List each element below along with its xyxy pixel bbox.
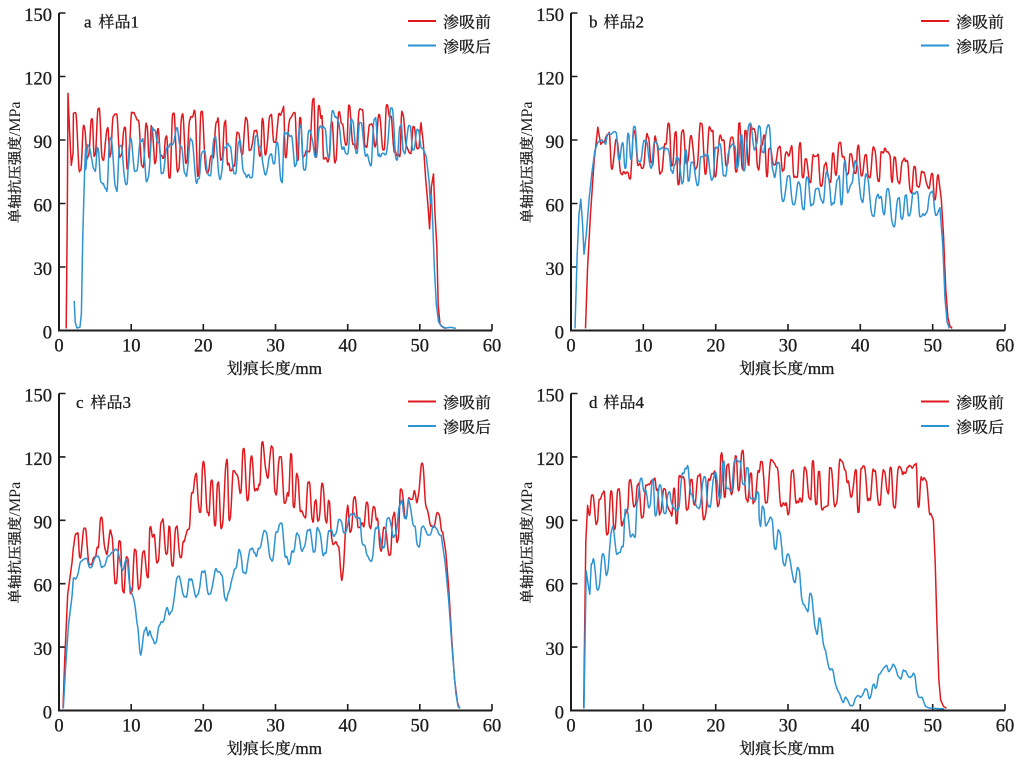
svg-text:/mm: /mm: [803, 739, 834, 758]
svg-text:60: 60: [546, 577, 565, 597]
svg-text:b: b: [589, 13, 598, 32]
svg-text:40: 40: [338, 337, 357, 357]
svg-text:30: 30: [34, 640, 53, 660]
svg-text:120: 120: [24, 450, 52, 470]
svg-text:90: 90: [34, 513, 53, 533]
svg-text:30: 30: [546, 260, 565, 280]
svg-text:/MPa: /MPa: [7, 482, 24, 517]
svg-text:10: 10: [634, 337, 653, 357]
svg-text:30: 30: [779, 337, 798, 357]
svg-text:30: 30: [266, 717, 285, 737]
svg-text:/mm: /mm: [291, 359, 322, 378]
svg-text:3: 3: [123, 393, 132, 412]
svg-text:120: 120: [536, 450, 564, 470]
svg-text:40: 40: [851, 337, 870, 357]
svg-text:120: 120: [536, 70, 564, 90]
svg-text:60: 60: [483, 717, 502, 737]
svg-text:10: 10: [122, 337, 141, 357]
svg-text:90: 90: [546, 133, 565, 153]
svg-text:0: 0: [54, 337, 63, 357]
svg-text:60: 60: [483, 337, 502, 357]
svg-text:50: 50: [923, 717, 942, 737]
svg-text:d: d: [589, 393, 598, 412]
svg-text:120: 120: [24, 70, 52, 90]
svg-text:60: 60: [996, 337, 1015, 357]
svg-text:/mm: /mm: [291, 739, 322, 758]
svg-text:0: 0: [566, 337, 575, 357]
svg-text:0: 0: [555, 324, 564, 344]
svg-text:/MPa: /MPa: [7, 102, 24, 137]
svg-text:50: 50: [411, 717, 430, 737]
svg-text:60: 60: [996, 717, 1015, 737]
svg-text:0: 0: [566, 717, 575, 737]
svg-text:50: 50: [923, 337, 942, 357]
svg-text:0: 0: [43, 324, 52, 344]
svg-text:20: 20: [194, 337, 213, 357]
svg-text:2: 2: [636, 13, 645, 32]
svg-text:1: 1: [131, 13, 140, 32]
svg-text:/MPa: /MPa: [519, 102, 536, 137]
svg-text:60: 60: [34, 577, 53, 597]
svg-text:0: 0: [43, 704, 52, 724]
svg-text:/mm: /mm: [803, 359, 834, 378]
svg-text:40: 40: [338, 717, 357, 737]
svg-text:90: 90: [546, 513, 565, 533]
svg-text:60: 60: [546, 197, 565, 217]
svg-text:20: 20: [194, 717, 213, 737]
svg-text:30: 30: [34, 260, 53, 280]
svg-text:30: 30: [546, 640, 565, 660]
svg-text:150: 150: [536, 387, 564, 407]
svg-text:/MPa: /MPa: [519, 482, 536, 517]
svg-text:30: 30: [266, 337, 285, 357]
svg-text:20: 20: [706, 337, 725, 357]
svg-text:0: 0: [54, 717, 63, 737]
svg-text:150: 150: [24, 6, 52, 26]
svg-text:20: 20: [706, 717, 725, 737]
svg-text:150: 150: [24, 387, 52, 407]
svg-text:50: 50: [411, 337, 430, 357]
svg-text:30: 30: [779, 717, 798, 737]
svg-text:10: 10: [634, 717, 653, 737]
svg-text:c: c: [76, 393, 84, 412]
svg-text:150: 150: [536, 6, 564, 26]
svg-text:40: 40: [851, 717, 870, 737]
svg-text:0: 0: [555, 704, 564, 724]
svg-text:10: 10: [122, 717, 141, 737]
svg-text:60: 60: [34, 197, 53, 217]
svg-text:4: 4: [636, 393, 645, 412]
svg-text:90: 90: [34, 133, 53, 153]
svg-text:a: a: [84, 13, 92, 32]
